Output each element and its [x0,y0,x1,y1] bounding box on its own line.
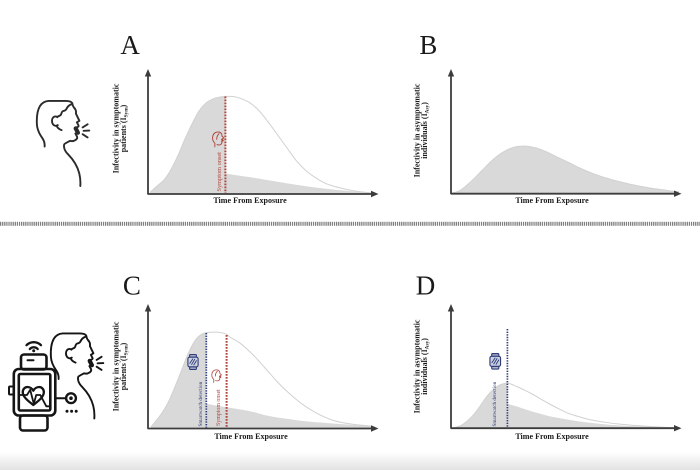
svg-text:individuals (IAsy): individuals (IAsy) [420,338,431,395]
svg-text:D: D [416,271,436,301]
svg-text:Infectivity in asymptomatic: Infectivity in asymptomatic [412,319,421,413]
svg-text:patients (ISym): patients (ISym) [119,342,130,390]
svg-text:Infectivity in asymptomatic: Infectivity in asymptomatic [412,83,421,177]
svg-text:C: C [123,271,141,301]
svg-text:patients (ISym): patients (ISym) [119,104,130,152]
svg-text:Smartwatch detection: Smartwatch detection [198,381,204,426]
svg-text:Infectivity in symptomatic: Infectivity in symptomatic [112,83,121,173]
svg-text:A: A [120,30,140,60]
svg-text:Smartwatch detection: Smartwatch detection [492,381,498,426]
svg-text:Infectivity in symptomatic: Infectivity in symptomatic [112,321,121,411]
svg-text:Time From Exposure: Time From Exposure [213,196,287,205]
svg-text:B: B [419,30,437,60]
svg-text:Time From Exposure: Time From Exposure [515,196,589,205]
svg-text:individuals (IAsy): individuals (IAsy) [420,102,431,159]
svg-text:Time From Exposure: Time From Exposure [515,432,589,441]
svg-text:Symptom onset: Symptom onset [216,389,222,426]
svg-text:Symptom onset: Symptom onset [216,152,223,192]
svg-text:Time From Exposure: Time From Exposure [214,432,288,441]
